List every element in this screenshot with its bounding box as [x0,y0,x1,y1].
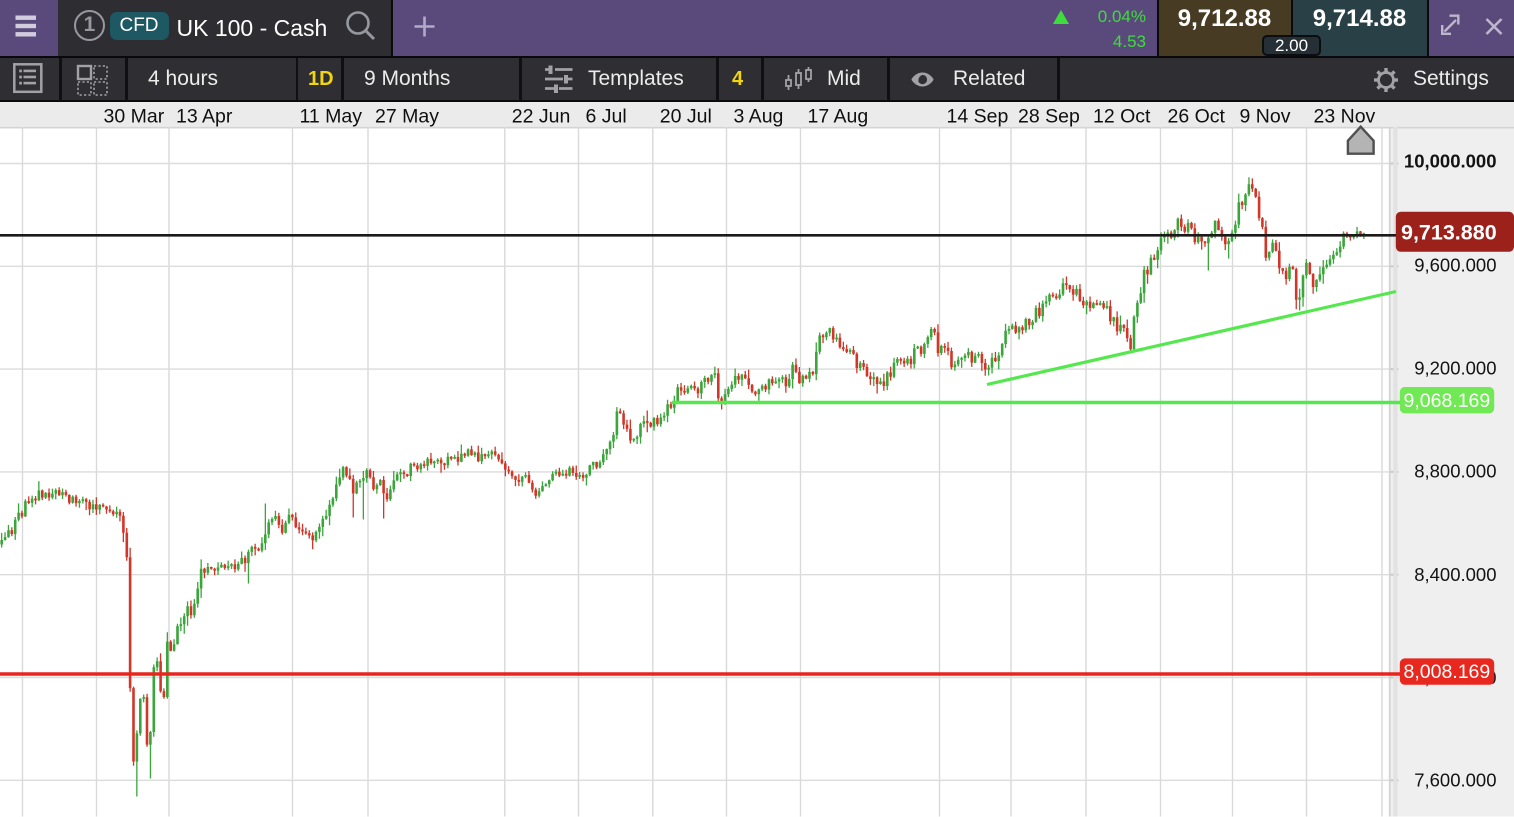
svg-text:20 Jul: 20 Jul [660,105,712,127]
svg-text:22 Jun: 22 Jun [512,105,571,127]
svg-text:9,600.000: 9,600.000 [1414,255,1496,276]
svg-text:26 Oct: 26 Oct [1168,105,1226,127]
svg-text:12 Oct: 12 Oct [1093,105,1151,127]
svg-text:14 Sep: 14 Sep [947,105,1009,127]
svg-text:9 Nov: 9 Nov [1240,105,1291,127]
svg-text:27 May: 27 May [375,105,439,127]
svg-text:9,200.000: 9,200.000 [1414,357,1496,378]
svg-text:8,800.000: 8,800.000 [1414,461,1496,482]
svg-text:28 Sep: 28 Sep [1018,105,1080,127]
svg-text:9,068.169: 9,068.169 [1404,390,1491,412]
svg-text:17 Aug: 17 Aug [808,105,869,127]
svg-text:11 May: 11 May [300,105,363,127]
svg-text:8,400.000: 8,400.000 [1414,564,1496,585]
svg-text:9,713.880: 9,713.880 [1401,221,1497,245]
svg-text:23 Nov: 23 Nov [1314,105,1376,127]
svg-text:6 Jul: 6 Jul [586,105,627,127]
svg-text:30 Mar: 30 Mar [104,105,165,127]
svg-text:13 Apr: 13 Apr [176,105,233,127]
svg-text:3 Aug: 3 Aug [734,105,784,127]
svg-text:7,600.000: 7,600.000 [1414,770,1496,791]
svg-text:10,000.000: 10,000.000 [1404,150,1497,171]
svg-text:8,008.169: 8,008.169 [1404,661,1491,683]
